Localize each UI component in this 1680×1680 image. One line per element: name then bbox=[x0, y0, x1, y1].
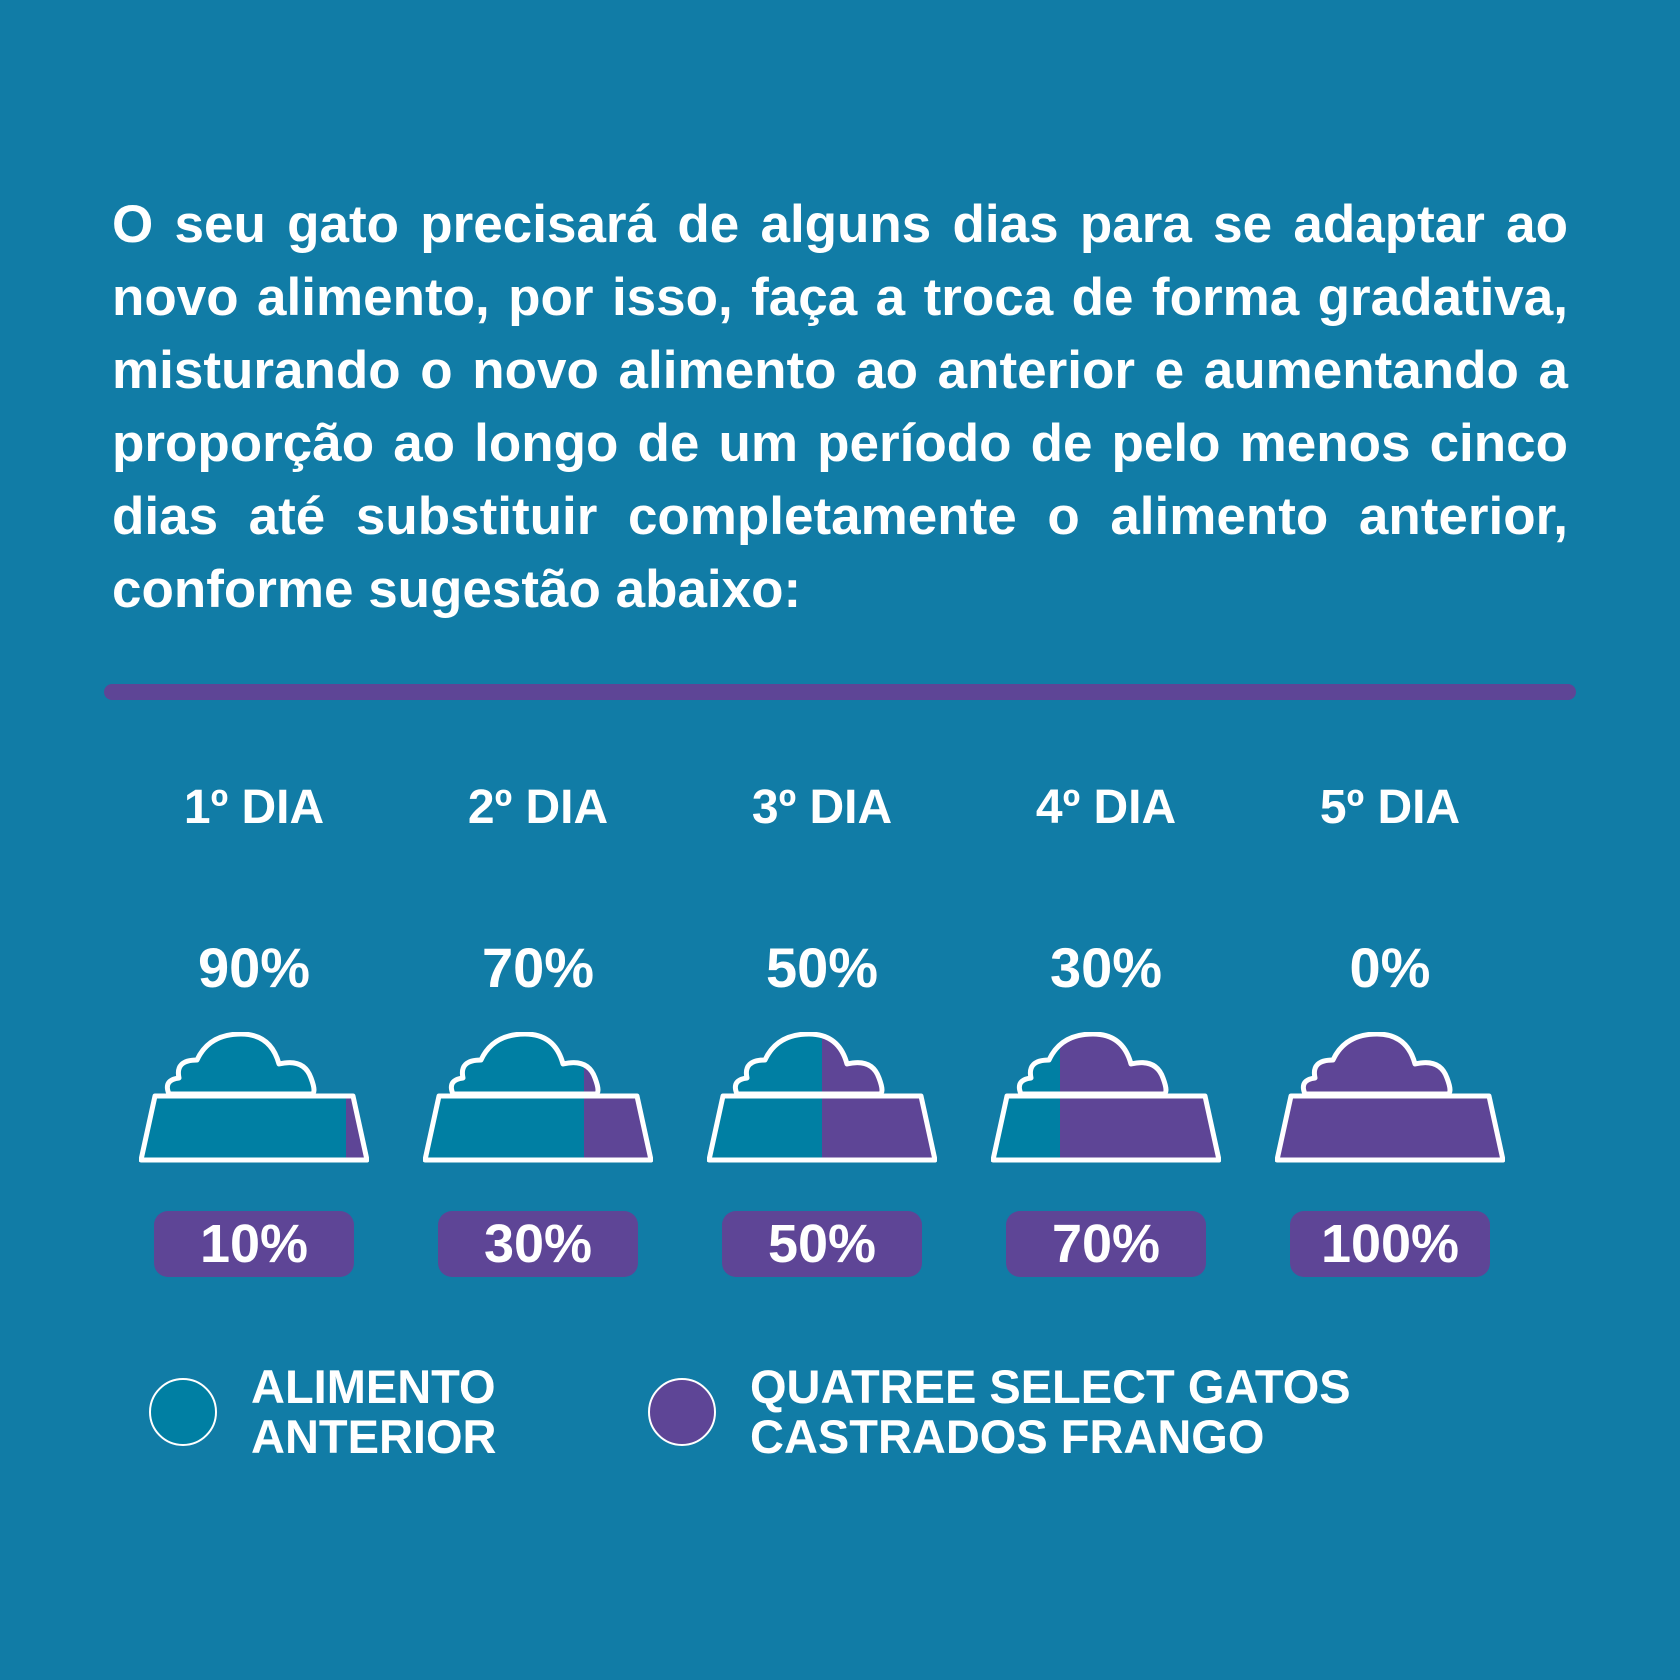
new-food-fill bbox=[584, 1034, 651, 1160]
old-food-fill bbox=[141, 1034, 346, 1160]
old-food-fill bbox=[709, 1034, 822, 1160]
old-food-fill bbox=[993, 1034, 1060, 1160]
bowl-mound-outline bbox=[164, 1032, 317, 1097]
bowl-mound-outline bbox=[448, 1032, 601, 1097]
food-bowl-icon bbox=[1275, 1032, 1505, 1163]
day-label: 2º DIA bbox=[467, 781, 609, 834]
bowl-outline bbox=[707, 1093, 937, 1163]
food-bowl-icon bbox=[423, 1032, 653, 1163]
feeding-schedule: 1º DIA 90% 10% 2º DIA 70% 30% 3º DIA 50%… bbox=[0, 760, 1680, 1300]
food-bowl-icon bbox=[991, 1032, 1221, 1163]
food-bowl-icon bbox=[139, 1032, 369, 1163]
new-food-percentage-badge: 50% bbox=[722, 1211, 922, 1277]
day-label: 3º DIA bbox=[751, 781, 893, 834]
food-bowl-icon bbox=[707, 1032, 937, 1163]
old-food-percentage: 50% bbox=[765, 936, 879, 999]
bowl-outline bbox=[423, 1093, 653, 1163]
day-2: 2º DIA 70% 30% bbox=[408, 760, 668, 1300]
legend-line: ANTERIOR bbox=[251, 1410, 497, 1463]
bowl-mound-outline bbox=[732, 1032, 885, 1097]
legend-old-food-label: ALIMENTO ANTERIOR bbox=[251, 1362, 496, 1462]
divider bbox=[104, 684, 1576, 700]
new-food-swatch bbox=[648, 1378, 716, 1446]
bowl-mound-outline bbox=[1300, 1032, 1453, 1097]
day-4: 4º DIA 30% 70% bbox=[976, 760, 1236, 1300]
day-5: 5º DIA 0% 100% bbox=[1260, 760, 1520, 1300]
bowl-mound-outline bbox=[1016, 1032, 1169, 1097]
day-1: 1º DIA 90% 10% bbox=[124, 760, 384, 1300]
day-label: 1º DIA bbox=[183, 781, 325, 834]
old-food-swatch bbox=[149, 1378, 217, 1446]
new-food-fill bbox=[822, 1034, 935, 1160]
day-label: 4º DIA bbox=[1035, 781, 1177, 834]
old-food-percentage: 30% bbox=[1049, 936, 1163, 999]
intro-paragraph: O seu gato precisará de alguns dias para… bbox=[112, 195, 1568, 619]
legend-new-food-label: QUATREE SELECT GATOS CASTRADOS FRANGO bbox=[750, 1362, 1351, 1462]
new-food-percentage-badge: 30% bbox=[438, 1211, 638, 1277]
old-food-percentage: 0% bbox=[1349, 936, 1431, 999]
old-food-percentage: 90% bbox=[197, 936, 311, 999]
legend-line: QUATREE SELECT GATOS bbox=[750, 1360, 1351, 1413]
bowl-outline bbox=[1275, 1093, 1505, 1163]
bowl-outline bbox=[139, 1093, 369, 1163]
bowl-outline bbox=[991, 1093, 1221, 1163]
legend-line: ALIMENTO bbox=[251, 1360, 496, 1413]
new-food-percentage-badge: 70% bbox=[1006, 1211, 1206, 1277]
new-food-fill bbox=[1277, 1034, 1503, 1160]
legend-line: CASTRADOS FRANGO bbox=[750, 1410, 1265, 1463]
new-food-percentage-badge: 10% bbox=[154, 1211, 354, 1277]
old-food-percentage: 70% bbox=[481, 936, 595, 999]
day-3: 3º DIA 50% 50% bbox=[692, 760, 952, 1300]
day-label: 5º DIA bbox=[1319, 781, 1461, 834]
new-food-fill bbox=[1060, 1034, 1219, 1160]
new-food-percentage-badge: 100% bbox=[1290, 1211, 1490, 1277]
